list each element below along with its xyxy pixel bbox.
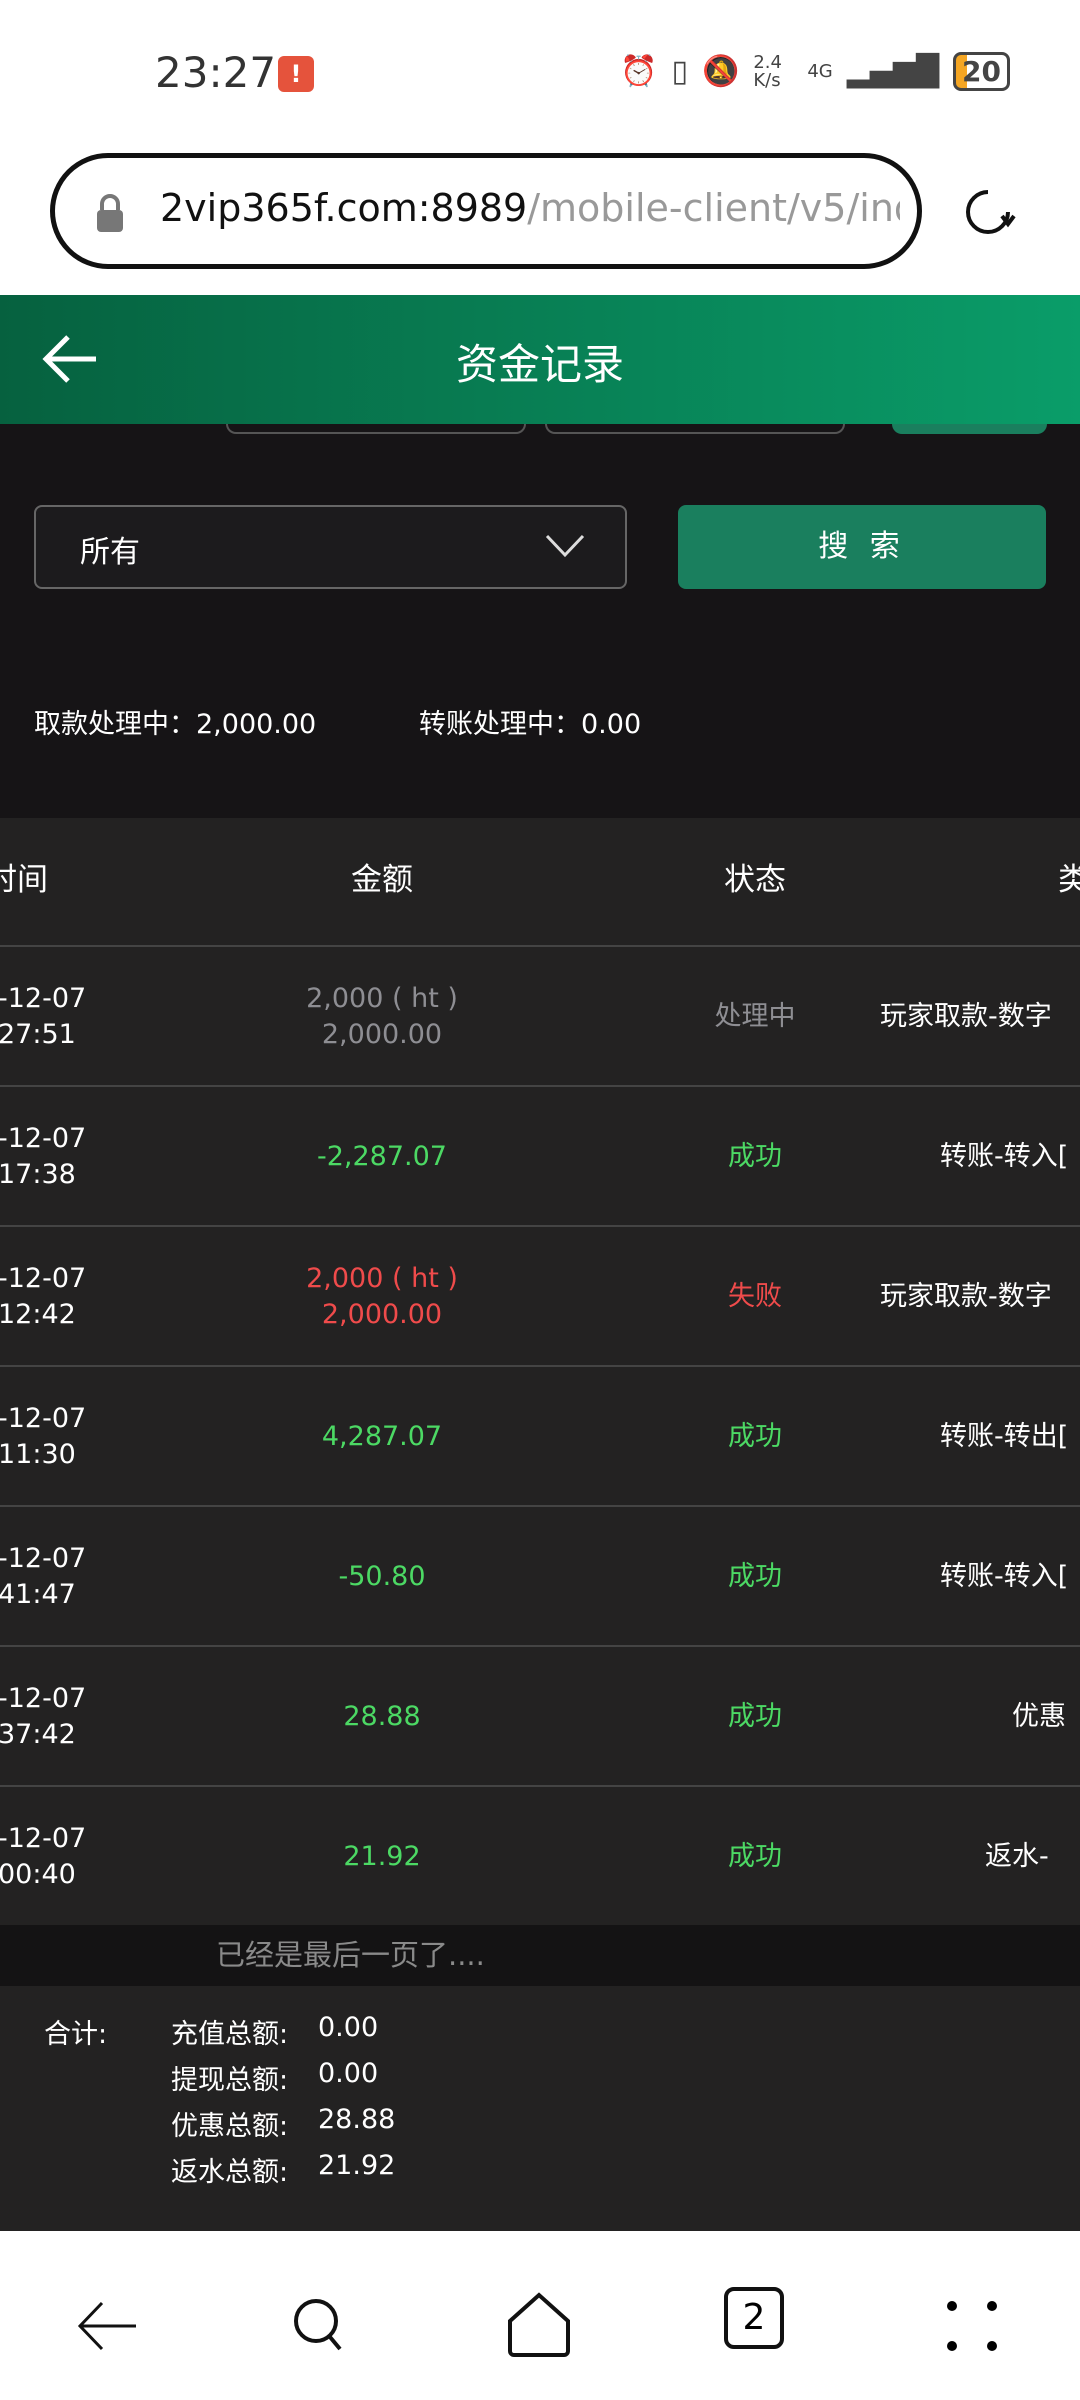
row-status: 成功 bbox=[728, 1141, 782, 1172]
row-time: 11:30 bbox=[0, 1439, 76, 1470]
row-amount-detail: 2,000.00 bbox=[321, 1019, 443, 1050]
row-date: -12-07 bbox=[0, 983, 87, 1014]
row-amount-detail: 2,000.00 bbox=[321, 1299, 443, 1330]
tabs-button[interactable]: 2 bbox=[724, 2287, 784, 2349]
row-type: 转账-转入[ bbox=[940, 1141, 1069, 1172]
row-time: 37:42 bbox=[0, 1719, 76, 1750]
row-type: 返水- bbox=[985, 1841, 1049, 1872]
col-amount: 金额 bbox=[351, 862, 413, 898]
clock: 23:27 bbox=[155, 48, 277, 97]
query-button[interactable] bbox=[892, 424, 1047, 434]
battery-icon: 20 bbox=[953, 52, 1010, 91]
total-label: 提现总额: bbox=[171, 2065, 289, 2096]
row-date: -12-07 bbox=[0, 1823, 87, 1854]
select-value: 所有 bbox=[80, 535, 140, 570]
row-status: 成功 bbox=[728, 1561, 782, 1592]
row-time: 41:47 bbox=[0, 1579, 76, 1610]
row-amount: -50.80 bbox=[338, 1561, 426, 1592]
total-label: 优惠总额: bbox=[171, 2111, 289, 2142]
transfer-processing: 转账处理中：0.00 bbox=[419, 709, 642, 740]
alarm-icon: ⏰ bbox=[620, 54, 658, 89]
row-date: -12-07 bbox=[0, 1403, 87, 1434]
total-label: 返水总额: bbox=[171, 2157, 289, 2188]
row-amount: 2,000 ( ht ) bbox=[306, 1263, 458, 1294]
row-type: 优惠 bbox=[1012, 1701, 1066, 1732]
status-icons: ⏰ ▯ 🔕 2.4 K/s 4G ▂▄▆█ 20 bbox=[620, 52, 1010, 91]
row-date: -12-07 bbox=[0, 1543, 87, 1574]
totals-panel: 合计: 充值总额: 0.00 提现总额: 0.00 优惠总额: 28.88 返水总额:… bbox=[0, 1986, 1080, 2231]
chevron-down-icon bbox=[545, 534, 585, 558]
total-value: 21.92 bbox=[318, 2150, 396, 2181]
row-amount: -2,287.07 bbox=[317, 1141, 447, 1172]
status-bar: 23:27 ! ⏰ ▯ 🔕 2.4 K/s 4G ▂▄▆█ 20 bbox=[0, 0, 1080, 140]
table-row[interactable]: -12-07 12:42 2,000 ( ht ) 2,000.00 失败 玩家… bbox=[0, 1227, 1080, 1367]
row-type: 玩家取款-数字 bbox=[880, 1001, 1052, 1032]
row-type: 转账-转出[ bbox=[940, 1421, 1069, 1452]
back-icon[interactable] bbox=[72, 2291, 142, 2361]
page-title: 资金记录 bbox=[455, 340, 624, 389]
table-row[interactable]: -12-07 41:47 -50.80 成功 转账-转入[ bbox=[0, 1507, 1080, 1647]
row-type: 转账-转入[ bbox=[940, 1561, 1069, 1592]
date-start-input[interactable] bbox=[226, 424, 526, 434]
filter-area: 所有 搜 索 取款处理中：2,000.00 转账处理中：0.00 bbox=[0, 424, 1080, 818]
row-status: 成功 bbox=[728, 1841, 782, 1872]
search-button[interactable]: 搜 索 bbox=[678, 505, 1046, 589]
row-date: -12-07 bbox=[0, 1123, 87, 1154]
menu-icon[interactable] bbox=[937, 2291, 1007, 2361]
address-bar[interactable]: 2vip365f.com:8989/mobile-client/v5/ind bbox=[50, 153, 922, 269]
row-status: 成功 bbox=[728, 1421, 782, 1452]
withdraw-processing: 取款处理中：2,000.00 bbox=[34, 709, 317, 740]
mute-icon: 🔕 bbox=[701, 54, 740, 89]
last-page-notice: 已经是最后一页了.... bbox=[0, 1925, 1080, 1986]
network-speed: 2.4 K/s bbox=[753, 51, 782, 91]
col-type: 类 bbox=[1058, 862, 1080, 898]
search-icon[interactable] bbox=[286, 2291, 356, 2361]
row-amount: 4,287.07 bbox=[321, 1421, 443, 1452]
row-date: -12-07 bbox=[0, 1263, 87, 1294]
row-time: 12:42 bbox=[0, 1299, 76, 1330]
network-type: 4G bbox=[807, 61, 833, 82]
notification-icon: ! bbox=[278, 56, 314, 92]
table-row[interactable]: -12-07 00:40 21.92 成功 返水- bbox=[0, 1787, 1080, 1925]
row-status: 失败 bbox=[728, 1281, 782, 1312]
records-table: 时间 金额 状态 类 -12-07 27:51 2,000 ( ht ) 2,0… bbox=[0, 818, 1080, 1925]
table-row[interactable]: -12-07 27:51 2,000 ( ht ) 2,000.00 处理中 玩… bbox=[0, 947, 1080, 1087]
table-header: 时间 金额 状态 类 bbox=[0, 818, 1080, 947]
row-amount: 28.88 bbox=[343, 1701, 421, 1732]
row-time: 00:40 bbox=[0, 1859, 76, 1890]
table-row[interactable]: -12-07 17:38 -2,287.07 成功 转账-转入[ bbox=[0, 1087, 1080, 1227]
lock-icon bbox=[97, 194, 123, 232]
table-row[interactable]: -12-07 37:42 28.88 成功 优惠 bbox=[0, 1647, 1080, 1787]
col-status: 状态 bbox=[724, 862, 786, 898]
type-select[interactable]: 所有 bbox=[34, 505, 627, 589]
totals-label: 合计: bbox=[44, 2019, 108, 2050]
col-time: 时间 bbox=[0, 862, 48, 898]
browser-nav-bar: 2 bbox=[0, 2231, 1080, 2400]
row-time: 17:38 bbox=[0, 1159, 76, 1190]
back-arrow-icon[interactable] bbox=[42, 333, 98, 385]
reload-icon[interactable] bbox=[958, 182, 1018, 242]
total-value: 0.00 bbox=[318, 2012, 379, 2043]
row-type: 玩家取款-数字 bbox=[880, 1281, 1052, 1312]
vibrate-icon: ▯ bbox=[671, 54, 688, 89]
url-text[interactable]: 2vip365f.com:8989/mobile-client/v5/ind bbox=[160, 186, 900, 230]
total-label: 充值总额: bbox=[171, 2019, 289, 2050]
row-status: 成功 bbox=[728, 1701, 782, 1732]
row-amount: 2,000 ( ht ) bbox=[306, 983, 458, 1014]
row-date: -12-07 bbox=[0, 1683, 87, 1714]
total-value: 28.88 bbox=[318, 2104, 396, 2135]
signal-icon: ▂▄▆█ bbox=[846, 54, 940, 89]
date-end-input[interactable] bbox=[545, 424, 845, 434]
row-status: 处理中 bbox=[714, 1001, 796, 1032]
total-value: 0.00 bbox=[318, 2058, 379, 2089]
table-row[interactable]: -12-07 11:30 4,287.07 成功 转账-转出[ bbox=[0, 1367, 1080, 1507]
row-time: 27:51 bbox=[0, 1019, 76, 1050]
page-header: 资金记录 bbox=[0, 295, 1080, 424]
home-icon[interactable] bbox=[504, 2291, 574, 2361]
row-amount: 21.92 bbox=[343, 1841, 421, 1872]
